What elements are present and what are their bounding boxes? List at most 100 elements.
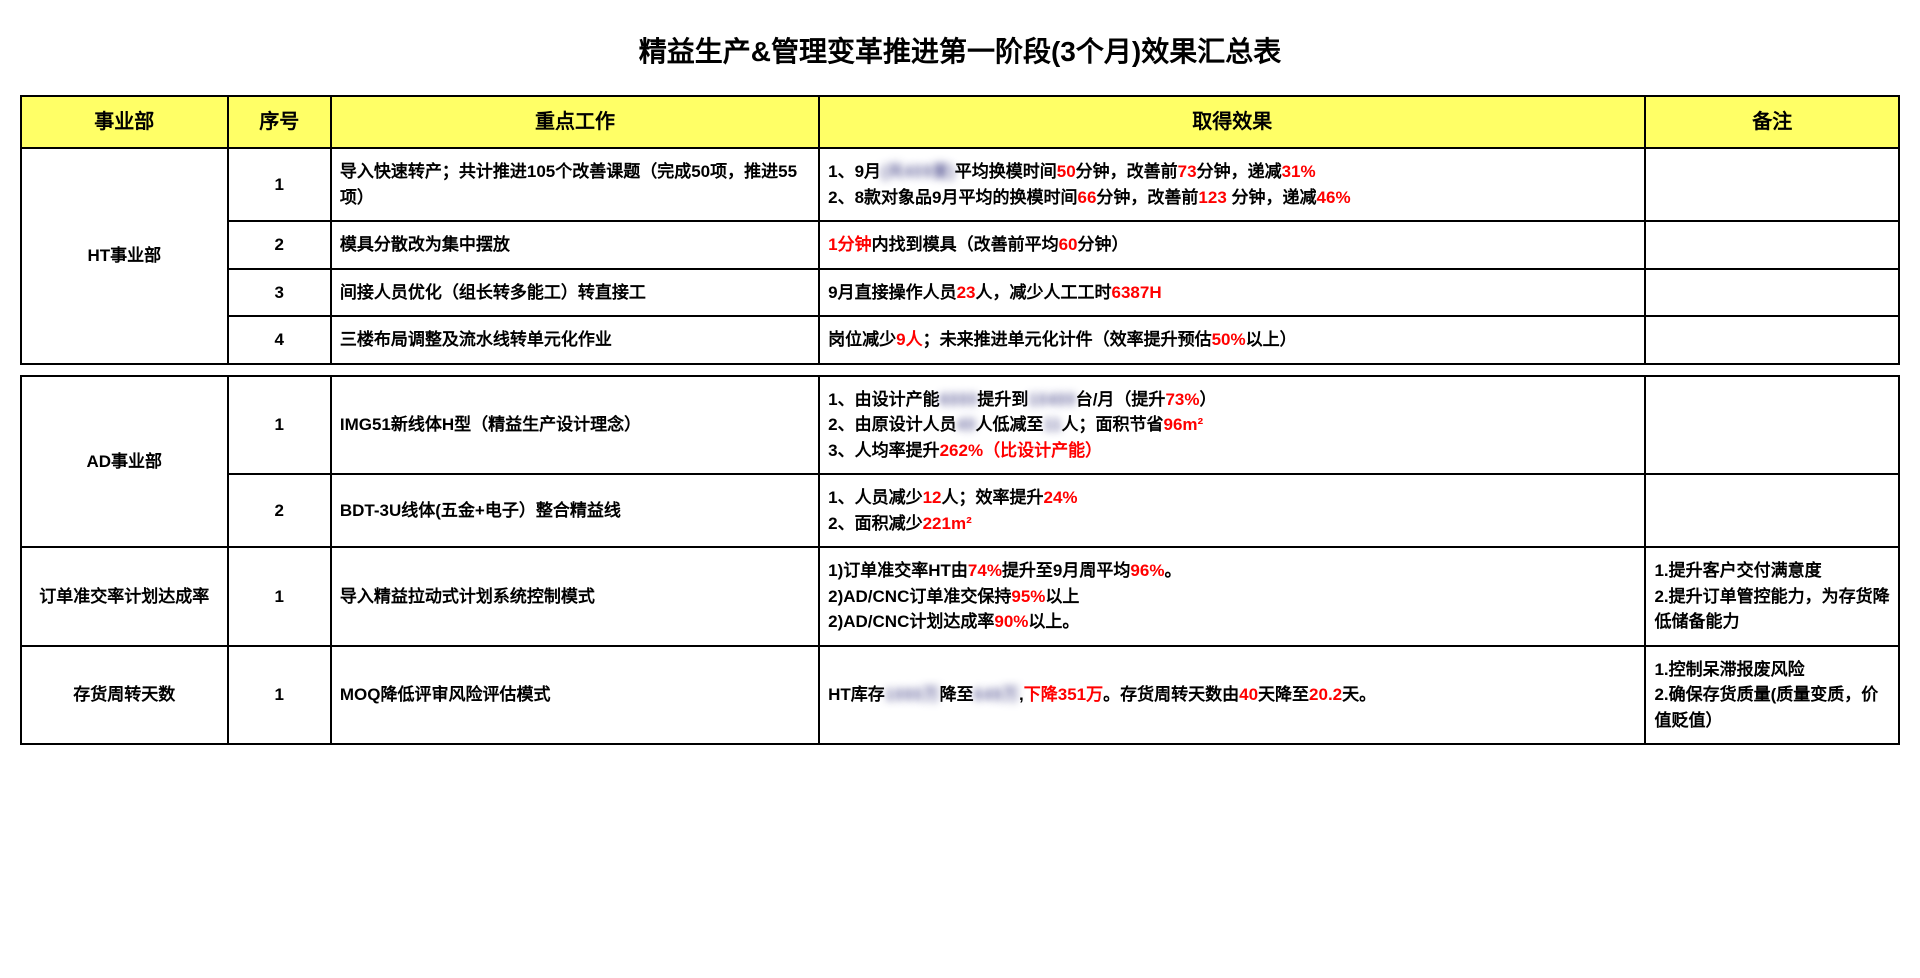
result-text: 分钟，递减 — [1227, 188, 1317, 207]
result-text: 以上 — [1045, 587, 1079, 606]
result-text: 天降至 — [1258, 685, 1309, 704]
result-text: 天。 — [1342, 685, 1376, 704]
th-result: 取得效果 — [819, 96, 1645, 148]
result-text: 分钟，改善前 — [1096, 188, 1198, 207]
result-text: 73 — [1178, 162, 1197, 181]
note-cell: 1.控制呆滞报废风险2.确保存货质量(质量变质，价值贬值） — [1645, 646, 1899, 745]
result-text: 24% — [1044, 488, 1078, 507]
seq-cell: 1 — [228, 376, 331, 475]
result-text: 9月直接操作人员 — [828, 283, 956, 302]
result-text: 221m² — [923, 514, 972, 533]
work-cell: BDT-3U线体(五金+电子）整合精益线 — [331, 474, 819, 547]
result-text: 74% — [968, 561, 1002, 580]
result-text: 平均换模时间 — [955, 162, 1057, 181]
result-text: 以上。 — [1028, 612, 1079, 631]
note-cell — [1645, 269, 1899, 317]
result-text: 。 — [1164, 561, 1181, 580]
seq-cell: 1 — [228, 646, 331, 745]
dept-cell: HT事业部 — [21, 148, 228, 364]
result-text: 1、由设计产能 — [828, 390, 939, 409]
seq-cell: 2 — [228, 474, 331, 547]
summary-table-2: AD事业部1IMG51新线体H型（精益生产设计理念）1、由设计产能6000提升到… — [20, 375, 1900, 746]
work-cell: IMG51新线体H型（精益生产设计理念） — [331, 376, 819, 475]
result-text: ；未来推进单元化计件（效率提升预估 — [923, 330, 1212, 349]
note-cell — [1645, 221, 1899, 269]
work-cell: 三楼布局调整及流水线转单元化作业 — [331, 316, 819, 364]
table-row: 订单准交率计划达成率1导入精益拉动式计划系统控制模式 1)订单准交率HT由74%提… — [21, 547, 1899, 646]
result-cell: 9月直接操作人员23人，减少人工工时6387H — [819, 269, 1645, 317]
seq-cell: 1 — [228, 148, 331, 221]
result-cell: 1、9月(共409套)平均换模时间50分钟，改善前73分钟，递减31%2、8款对… — [819, 148, 1645, 221]
result-text: 2)AD/CNC订单准交保持 — [828, 587, 1011, 606]
result-text: 2、面积减少 — [828, 514, 922, 533]
th-dept: 事业部 — [21, 96, 228, 148]
result-text: 40 — [957, 415, 976, 434]
th-work: 重点工作 — [331, 96, 819, 148]
seq-cell: 1 — [228, 547, 331, 646]
work-cell: MOQ降低评审风险评估模式 — [331, 646, 819, 745]
result-text: 分钟，改善前 — [1076, 162, 1178, 181]
result-text: 96m² — [1164, 415, 1204, 434]
result-text: 降至 — [940, 685, 974, 704]
result-text: 内找到模具（改善前平均 — [872, 235, 1059, 254]
summary-table-1: 事业部 序号 重点工作 取得效果 备注 HT事业部1导入快速转产；共计推进105… — [20, 95, 1900, 365]
result-cell: 岗位减少9人；未来推进单元化计件（效率提升预估50%以上） — [819, 316, 1645, 364]
result-text: 分钟） — [1078, 235, 1129, 254]
note-cell — [1645, 376, 1899, 475]
th-note: 备注 — [1645, 96, 1899, 148]
result-cell: 1、人员减少12人；效率提升24% 2、面积减少221m² — [819, 474, 1645, 547]
result-text: 10400 — [1028, 390, 1075, 409]
work-cell: 导入快速转产；共计推进105个改善课题（完成50项，推进55项） — [331, 148, 819, 221]
result-text: HT库存 — [828, 685, 885, 704]
table-row: AD事业部1IMG51新线体H型（精益生产设计理念）1、由设计产能6000提升到… — [21, 376, 1899, 475]
result-text: 台/月（提升 — [1076, 390, 1166, 409]
result-cell: 1分钟内找到模具（改善前平均60分钟） — [819, 221, 1645, 269]
work-cell: 间接人员优化（组长转多能工）转直接工 — [331, 269, 819, 317]
result-text: 66 — [1078, 188, 1097, 207]
result-text: 提升至9月周平均 — [1002, 561, 1130, 580]
work-cell: 导入精益拉动式计划系统控制模式 — [331, 547, 819, 646]
seq-cell: 4 — [228, 316, 331, 364]
result-text: 60 — [1059, 235, 1078, 254]
result-text: 6000 — [940, 390, 978, 409]
result-cell: 1)订单准交率HT由74%提升至9月周平均96%。2)AD/CNC订单准交保持9… — [819, 547, 1645, 646]
result-text: 46% — [1317, 188, 1351, 207]
result-text: 人；效率提升 — [942, 488, 1044, 507]
result-text: 23 — [957, 283, 976, 302]
table-header-row: 事业部 序号 重点工作 取得效果 备注 — [21, 96, 1899, 148]
seq-cell: 3 — [228, 269, 331, 317]
result-text: 12 — [923, 488, 942, 507]
result-text: 649万 — [974, 685, 1019, 704]
result-text: 人，减少人工工时 — [976, 283, 1112, 302]
result-text: 3、人均率提升 — [828, 441, 939, 460]
dept-cell: 订单准交率计划达成率 — [21, 547, 228, 646]
result-text: 。存货周转天数由 — [1103, 685, 1239, 704]
result-text: 262%（比设计产能） — [940, 441, 1102, 460]
result-text: 岗位减少 — [828, 330, 896, 349]
result-text: 人低减至 — [976, 415, 1044, 434]
result-text: 1分钟 — [828, 235, 871, 254]
result-text: (共409套) — [881, 162, 955, 181]
note-cell — [1645, 316, 1899, 364]
th-seq: 序号 — [228, 96, 331, 148]
note-cell — [1645, 474, 1899, 547]
result-text: 50 — [1057, 162, 1076, 181]
result-text: 1、9月 — [828, 162, 881, 181]
result-text: 1)订单准交率HT由 — [828, 561, 968, 580]
table-row: 存货周转天数1MOQ降低评审风险评估模式HT库存1000万降至649万,下降35… — [21, 646, 1899, 745]
result-text: 6387H — [1112, 283, 1162, 302]
result-text: 人；面积节省 — [1062, 415, 1164, 434]
note-cell — [1645, 148, 1899, 221]
result-text: 以上） — [1246, 330, 1297, 349]
result-text: 下降351万 — [1024, 685, 1103, 704]
page-title: 精益生产&管理变革推进第一阶段(3个月)效果汇总表 — [20, 30, 1900, 70]
seq-cell: 2 — [228, 221, 331, 269]
result-text: 1、人员减少 — [828, 488, 922, 507]
result-text: 40 — [1239, 685, 1258, 704]
result-text: 90% — [994, 612, 1028, 631]
result-text: 分钟，递减 — [1197, 162, 1282, 181]
table-row: 4三楼布局调整及流水线转单元化作业岗位减少9人；未来推进单元化计件（效率提升预估… — [21, 316, 1899, 364]
result-text: 95% — [1011, 587, 1045, 606]
result-text: 2、由原设计人员 — [828, 415, 956, 434]
result-cell: HT库存1000万降至649万,下降351万。存货周转天数由40天降至20.2天… — [819, 646, 1645, 745]
